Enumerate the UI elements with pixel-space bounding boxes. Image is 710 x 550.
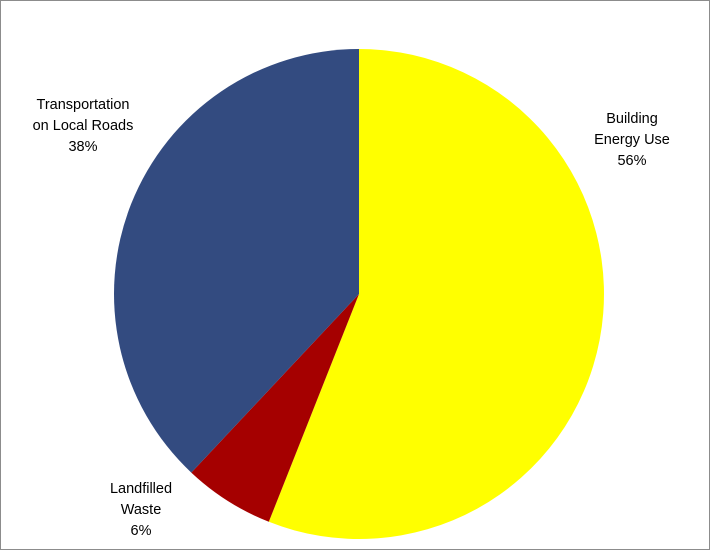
slice-category-label: Transportation (37, 97, 130, 113)
slice-category-label: Waste (121, 502, 162, 518)
pie-slice-building-energy-use (268, 49, 604, 539)
slice-category-label: Energy Use (594, 132, 670, 148)
slice-value-label: 56% (617, 153, 646, 169)
slice-value-label: 6% (131, 523, 152, 539)
slice-label: Transportation on Local Roads 38% (33, 97, 134, 155)
pie-slices (114, 49, 604, 539)
pie-slice-transportation-on-local-roads (114, 49, 359, 473)
slice-labels: Building Energy Use 56% Landfilled Waste 6% Tr… (33, 97, 670, 539)
slice-category-label: Landfilled (110, 481, 172, 497)
slice-category-label: Building (606, 111, 658, 127)
slice-label: Building Energy Use 56% (594, 111, 670, 169)
slice-label: Landfilled Waste 6% (110, 481, 172, 539)
slice-category-label: on Local Roads (33, 118, 134, 134)
slice-value-label: 38% (68, 139, 97, 155)
pie-slice-landfilled-waste (191, 294, 359, 522)
